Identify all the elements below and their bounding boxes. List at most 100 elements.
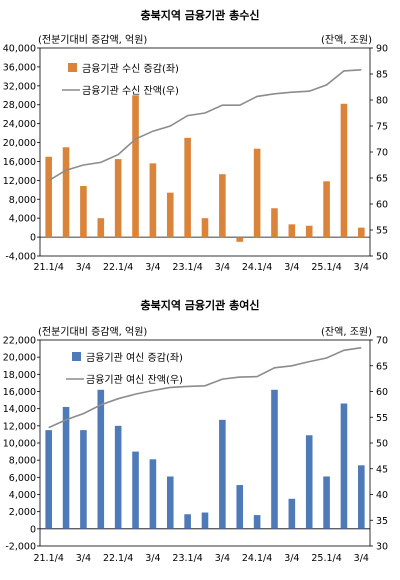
balance-line (48, 69, 362, 182)
left-tick-label: 14,000 (3, 404, 36, 415)
bar-22.2/4 (132, 95, 139, 238)
bar-23.4/4 (236, 485, 244, 529)
legend: 금융기관 여신 증감(좌) 금융기관 여신 잔액(우) (66, 352, 183, 386)
bar-21.2/4 (62, 406, 70, 529)
legend: 금융기관 수신 증감(좌) 금융기관 수신 잔액(우) (62, 63, 179, 97)
bar-24.2/4 (271, 208, 278, 238)
x-tick-label: 3/4 (76, 553, 91, 564)
bar-23.1/4 (184, 514, 191, 529)
right-axis-unit: (잔액, 조원) (321, 326, 372, 338)
x-tick-label: 3/4 (145, 553, 160, 564)
bar-22.3/4 (149, 163, 157, 238)
left-tick-label: 20,000 (3, 138, 36, 149)
bar-23.2/4 (201, 512, 209, 529)
left-tick-label: 16,000 (3, 157, 36, 168)
right-tick-label: 70 (376, 336, 388, 347)
right-tick-label: 40 (376, 490, 388, 501)
bar-22.4/4 (166, 192, 174, 238)
bar-22.1/4 (114, 159, 122, 238)
x-tick-label: 3/4 (354, 262, 369, 273)
bar-25.1/4 (323, 181, 330, 238)
bar-23.4/4 (236, 237, 244, 242)
bar-25.3/4 (358, 227, 365, 238)
x-tick-label: 21.1/4 (33, 553, 63, 564)
legend-swatch-bar (72, 352, 81, 361)
right-tick-label: 80 (376, 96, 388, 107)
right-tick-label: 50 (376, 439, 388, 450)
bar-21.1/4 (45, 156, 52, 238)
bar-22.1/4 (114, 425, 122, 529)
bar-25.1/4 (323, 476, 330, 529)
chart-title: 충북지역 금융기관 총여신 (141, 298, 260, 312)
right-tick-label: 30 (376, 542, 388, 553)
left-tick-label: 4,000 (9, 490, 36, 501)
bar-23.3/4 (219, 419, 226, 529)
x-tick-label: 22.1/4 (103, 553, 133, 564)
right-tick-label: 55 (376, 226, 388, 237)
right-tick-label: 65 (376, 174, 388, 185)
left-tick-label: 28,000 (3, 100, 36, 111)
bar-25.2/4 (340, 103, 348, 238)
bar-23.2/4 (201, 218, 209, 238)
legend-label-bar: 금융기관 여신 증감(좌) (86, 352, 183, 364)
legend-label-line: 금융기관 여신 잔액(우) (86, 374, 183, 386)
bar-24.1/4 (253, 515, 261, 529)
left-tick-label: 8,000 (9, 456, 36, 467)
left-tick-label: 18,000 (3, 370, 36, 381)
bar-24.4/4 (305, 225, 313, 238)
loan-chart: 충북지역 금융기관 총여신 (전분기대비 증감액, 억원) (잔액, 조원) 금… (3, 298, 388, 564)
bar-24.3/4 (288, 498, 296, 529)
bar-21.1/4 (45, 430, 52, 529)
x-tick-label: 23.1/4 (172, 262, 202, 273)
right-tick-label: 55 (376, 413, 388, 424)
x-tick-label: 3/4 (354, 553, 369, 564)
right-axis-unit: (잔액, 조원) (321, 34, 372, 46)
deposit-chart: 충북지역 금융기관 총수신 (전분기대비 증감액, 억원) (잔액, 조원) 금… (3, 8, 388, 273)
bar-21.3/4 (80, 430, 87, 529)
right-tick-label: 70 (376, 148, 388, 159)
right-tick-label: 60 (376, 200, 388, 211)
x-tick-label: 21.1/4 (33, 262, 63, 273)
legend-label-bar: 금융기관 수신 증감(좌) (82, 63, 179, 75)
left-tick-label: 16,000 (3, 387, 36, 398)
right-tick-label: 75 (376, 122, 388, 133)
bar-21.4/4 (97, 389, 105, 529)
left-tick-label: 24,000 (3, 119, 36, 130)
left-tick-label: 2,000 (9, 507, 36, 518)
bar-22.3/4 (149, 459, 157, 529)
bar-24.3/4 (288, 224, 296, 238)
x-tick-label: 24.1/4 (242, 262, 272, 273)
x-tick-label: 3/4 (76, 262, 91, 273)
left-tick-label: 10,000 (3, 439, 36, 450)
left-tick-label: 12,000 (3, 421, 36, 432)
legend-swatch-bar (68, 63, 77, 72)
left-tick-label: 22,000 (3, 336, 36, 347)
left-tick-label: -2,000 (5, 542, 36, 553)
x-tick-label: 22.1/4 (103, 262, 133, 273)
x-tick-label: 25.1/4 (311, 553, 341, 564)
x-tick-label: 23.1/4 (172, 553, 202, 564)
left-tick-label: 40,000 (3, 44, 36, 55)
bar-25.2/4 (340, 403, 348, 529)
x-tick-label: 3/4 (215, 553, 230, 564)
right-tick-label: 60 (376, 387, 388, 398)
x-tick-label: 25.1/4 (311, 262, 341, 273)
right-tick-label: 45 (376, 464, 388, 475)
left-tick-label: 6,000 (9, 473, 36, 484)
x-tick-label: 3/4 (284, 553, 299, 564)
x-tick-label: 24.1/4 (242, 553, 272, 564)
right-tick-label: 85 (376, 70, 388, 81)
left-tick-label: 8,000 (9, 195, 36, 206)
bar-23.3/4 (219, 174, 226, 238)
bar-23.1/4 (184, 137, 191, 238)
bar-24.4/4 (305, 435, 313, 529)
bar-24.2/4 (271, 389, 278, 529)
left-tick-label: 0 (30, 233, 36, 244)
right-tick-label: 90 (376, 44, 388, 55)
bar-22.2/4 (132, 451, 139, 529)
left-tick-label: 36,000 (3, 62, 36, 73)
balance-line (48, 346, 362, 429)
left-tick-label: 32,000 (3, 81, 36, 92)
right-tick-label: 35 (376, 516, 388, 527)
